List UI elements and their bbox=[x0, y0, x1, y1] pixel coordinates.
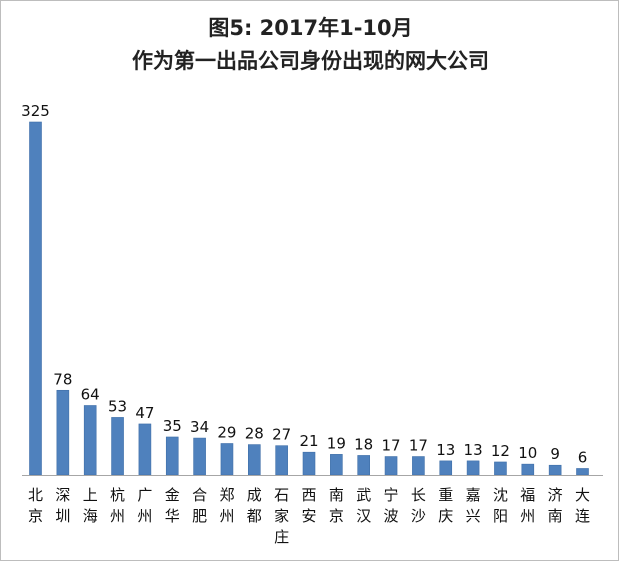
bar-宁波 bbox=[384, 456, 398, 476]
value-label-石家庄: 27 bbox=[272, 426, 291, 444]
value-label-金华: 35 bbox=[163, 417, 182, 435]
bar-嘉兴 bbox=[466, 460, 480, 476]
value-label-成都: 28 bbox=[245, 425, 264, 443]
chart-title-line-2: 作为第一出品公司身份出现的网大公司 bbox=[132, 49, 489, 73]
category-label-金华: 金华 bbox=[165, 486, 180, 525]
bar-深圳 bbox=[56, 389, 70, 476]
bar-福州 bbox=[521, 463, 535, 476]
bar-石家庄 bbox=[275, 445, 288, 476]
value-label-北京: 325 bbox=[21, 102, 50, 120]
bars-layer bbox=[29, 121, 589, 476]
value-label-宁波: 17 bbox=[382, 437, 401, 455]
category-label-武汉: 武汉 bbox=[356, 486, 371, 525]
value-label-上海: 64 bbox=[81, 385, 100, 403]
chart-title-line-1: 图5: 2017年1-10月 bbox=[208, 16, 413, 40]
category-label-合肥: 合肥 bbox=[192, 486, 207, 525]
category-label-杭州: 杭州 bbox=[110, 486, 125, 525]
category-label-成都: 成都 bbox=[247, 486, 262, 525]
category-label-长沙: 长沙 bbox=[411, 486, 426, 525]
category-label-上海: 上海 bbox=[83, 486, 98, 525]
category-label-嘉兴: 嘉兴 bbox=[466, 486, 481, 525]
bar-广州 bbox=[138, 423, 152, 476]
category-label-福州: 福州 bbox=[520, 486, 535, 525]
bar-合肥 bbox=[193, 437, 206, 476]
value-label-深圳: 78 bbox=[53, 370, 72, 388]
value-label-杭州: 53 bbox=[108, 397, 127, 415]
category-label-大连: 大连 bbox=[575, 486, 590, 525]
category-labels: 北京深圳上海杭州广州金华合肥郑州成都石家庄西安南京武汉宁波长沙重庆嘉兴沈阳福州济… bbox=[28, 486, 590, 546]
value-label-大连: 6 bbox=[578, 448, 588, 466]
bar-济南 bbox=[548, 464, 562, 476]
bar-沈阳 bbox=[494, 461, 507, 476]
bar-南京 bbox=[330, 454, 343, 476]
bar-武汉 bbox=[357, 455, 371, 476]
value-label-长沙: 17 bbox=[409, 437, 428, 455]
value-labels: 325 78 64 53 47 35 34 29 28 27 21 19 18 17 17 13 13 12 10 9… bbox=[21, 102, 587, 466]
value-label-武汉: 18 bbox=[354, 435, 373, 453]
category-label-沈阳: 沈阳 bbox=[493, 486, 508, 525]
value-label-嘉兴: 13 bbox=[464, 441, 483, 459]
category-label-石家庄: 石家庄 bbox=[274, 486, 289, 546]
bar-西安 bbox=[302, 451, 316, 476]
value-label-西安: 21 bbox=[299, 432, 318, 450]
value-label-广州: 47 bbox=[135, 404, 154, 422]
bar-成都 bbox=[248, 444, 261, 476]
category-label-济南: 济南 bbox=[548, 486, 563, 525]
bar-北京 bbox=[29, 121, 42, 476]
category-label-宁波: 宁波 bbox=[384, 486, 399, 525]
bar-杭州 bbox=[111, 417, 124, 476]
bar-郑州 bbox=[220, 443, 234, 476]
value-label-福州: 10 bbox=[518, 444, 537, 462]
bar-金华 bbox=[165, 436, 179, 476]
category-label-郑州: 郑州 bbox=[219, 486, 234, 525]
bar-大连 bbox=[576, 468, 589, 476]
bar-上海 bbox=[83, 405, 97, 476]
category-label-北京: 北京 bbox=[28, 486, 43, 525]
category-label-广州: 广州 bbox=[137, 486, 152, 525]
category-label-西安: 西安 bbox=[301, 486, 316, 525]
value-label-南京: 19 bbox=[327, 434, 346, 452]
value-label-重庆: 13 bbox=[436, 441, 455, 459]
category-label-深圳: 深圳 bbox=[55, 486, 70, 525]
value-label-济南: 9 bbox=[550, 445, 560, 463]
value-label-合肥: 34 bbox=[190, 418, 209, 436]
bar-长沙 bbox=[412, 456, 425, 476]
value-label-沈阳: 12 bbox=[491, 442, 510, 460]
category-label-南京: 南京 bbox=[329, 486, 344, 525]
category-label-重庆: 重庆 bbox=[438, 486, 453, 525]
value-label-郑州: 29 bbox=[217, 424, 236, 442]
bar-重庆 bbox=[439, 460, 453, 476]
